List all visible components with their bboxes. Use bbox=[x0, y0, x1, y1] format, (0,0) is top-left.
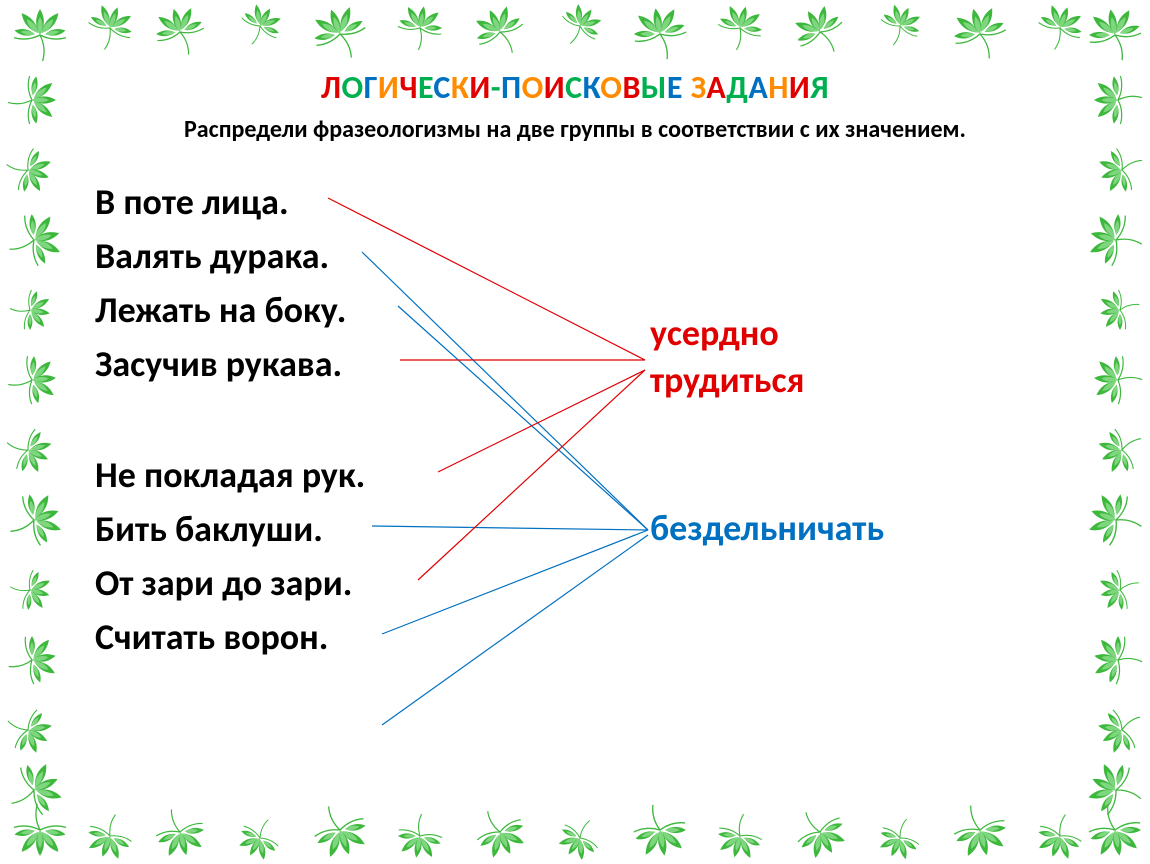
phrases-group-2: Не покладая рук.Бить баклуши.От зари до … bbox=[95, 448, 365, 664]
slide-subtitle: Распредели фразеологизмы на две группы в… bbox=[80, 115, 1070, 144]
phrase-item: Лежать на боку. bbox=[95, 283, 346, 337]
phrase-item: В поте лица. bbox=[95, 175, 346, 229]
phrase-item: Считать ворон. bbox=[95, 610, 365, 664]
phrase-item: От зари до зари. bbox=[95, 556, 365, 610]
phrases-group-1: В поте лица.Валять дурака.Лежать на боку… bbox=[95, 175, 346, 391]
phrase-item: Не покладая рук. bbox=[95, 448, 365, 502]
phrase-item: Валять дурака. bbox=[95, 229, 346, 283]
category-idle: бездельничать bbox=[650, 505, 884, 552]
phrase-item: Бить баклуши. bbox=[95, 502, 365, 556]
slide-content: ЛОГИЧЕСКИ-ПОИСКОВЫЕ ЗАДАНИЯ Распредели ф… bbox=[0, 0, 1150, 864]
phrase-item: Засучив рукава. bbox=[95, 337, 346, 391]
slide-title: ЛОГИЧЕСКИ-ПОИСКОВЫЕ ЗАДАНИЯ bbox=[80, 68, 1070, 107]
category-work-hard: усерднотрудиться bbox=[650, 310, 804, 404]
